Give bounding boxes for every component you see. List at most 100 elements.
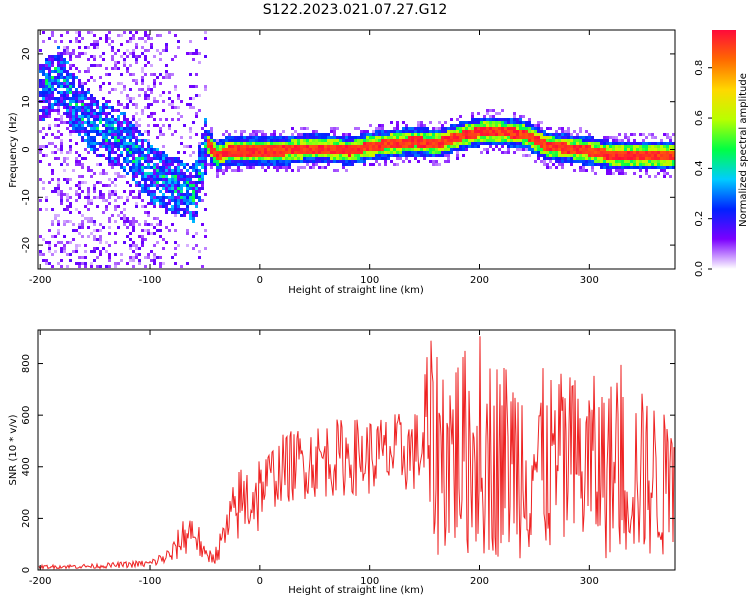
heatmap-cell [360,145,363,148]
heatmap-cell [48,76,51,79]
heatmap-cell [609,163,612,166]
heatmap-cell [423,127,426,130]
heatmap-cell [255,154,258,157]
heatmap-cell [195,202,198,205]
heatmap-cell [66,94,69,97]
heatmap-cell [510,130,513,133]
heatmap-cell [234,160,237,163]
heatmap-cell [522,124,525,127]
heatmap-cell [192,190,195,193]
heatmap-cell [192,163,195,166]
heatmap-cell [594,172,597,175]
heatmap-cell [564,145,567,148]
heatmap-cell [531,148,534,151]
heatmap-cell [126,163,129,166]
heatmap-cell [555,154,558,157]
heatmap-cell [600,160,603,163]
heatmap-cell [84,115,87,118]
heatmap-cell [141,169,144,172]
heatmap-cell [354,142,357,145]
heatmap-cell [393,136,396,139]
heatmap-cell [303,127,306,130]
heatmap-cell [144,181,147,184]
heatmap-cell [609,142,612,145]
heatmap-cell [147,133,150,136]
heatmap-cell [105,145,108,148]
heatmap-cell [492,124,495,127]
heatmap-cell [153,175,156,178]
heatmap-cell [654,145,657,148]
heatmap-cell [324,157,327,160]
heatmap-cell [588,142,591,145]
heatmap-cell [114,151,117,154]
heatmap-cell [252,133,255,136]
heatmap-cell [159,133,162,136]
heatmap-cell [486,151,489,154]
heatmap-cell [102,97,105,100]
heatmap-cell [177,97,180,100]
heatmap-cell [183,199,186,202]
heatmap-cell [258,154,261,157]
heatmap-cell [327,151,330,154]
heatmap-cell [342,133,345,136]
heatmap-cell [66,265,69,268]
heatmap-cell [594,154,597,157]
heatmap-cell [570,142,573,145]
heatmap-cell [492,115,495,118]
heatmap-cell [240,169,243,172]
heatmap-cell [78,85,81,88]
heatmap-cell [606,142,609,145]
heatmap-cell [486,139,489,142]
heatmap-cell [591,166,594,169]
heatmap-cell [147,184,150,187]
heatmap-cell [444,139,447,142]
heatmap-cell [630,157,633,160]
heatmap-cell [366,145,369,148]
heatmap-cell [117,124,120,127]
heatmap-cell [501,133,504,136]
heatmap-cell [189,175,192,178]
heatmap-cell [126,55,129,58]
heatmap-cell [297,157,300,160]
heatmap-cell [297,133,300,136]
heatmap-cell [306,148,309,151]
heatmap-cell [414,157,417,160]
heatmap-cell [120,43,123,46]
heatmap-cell [48,103,51,106]
heatmap-cell [600,166,603,169]
heatmap-cell [69,124,72,127]
heatmap-cell [252,145,255,148]
heatmap-cell [78,130,81,133]
heatmap-cell [438,133,441,136]
heatmap-cell [573,154,576,157]
heatmap-cell [465,142,468,145]
heatmap-cell [390,142,393,145]
heatmap-cell [558,136,561,139]
heatmap-cell [234,130,237,133]
heatmap-cell [435,163,438,166]
heatmap-cell [108,202,111,205]
heatmap-cell [141,82,144,85]
heatmap-cell [507,133,510,136]
heatmap-cell [666,136,669,139]
heatmap-cell [201,172,204,175]
heatmap-cell [192,181,195,184]
heatmap-cell [417,133,420,136]
heatmap-cell [483,115,486,118]
heatmap-cell [201,151,204,154]
heatmap-cell [135,136,138,139]
heatmap-cell [195,52,198,55]
heatmap-cell [642,151,645,154]
heatmap-cell [81,214,84,217]
heatmap-cell [69,253,72,256]
heatmap-cell [645,157,648,160]
heatmap-cell [360,130,363,133]
heatmap-cell [216,157,219,160]
heatmap-cell [303,160,306,163]
heatmap-cell [72,121,75,124]
heatmap-cell [621,154,624,157]
heatmap-cell [267,166,270,169]
heatmap-cell [81,121,84,124]
heatmap-cell [219,145,222,148]
heatmap-cell [186,202,189,205]
